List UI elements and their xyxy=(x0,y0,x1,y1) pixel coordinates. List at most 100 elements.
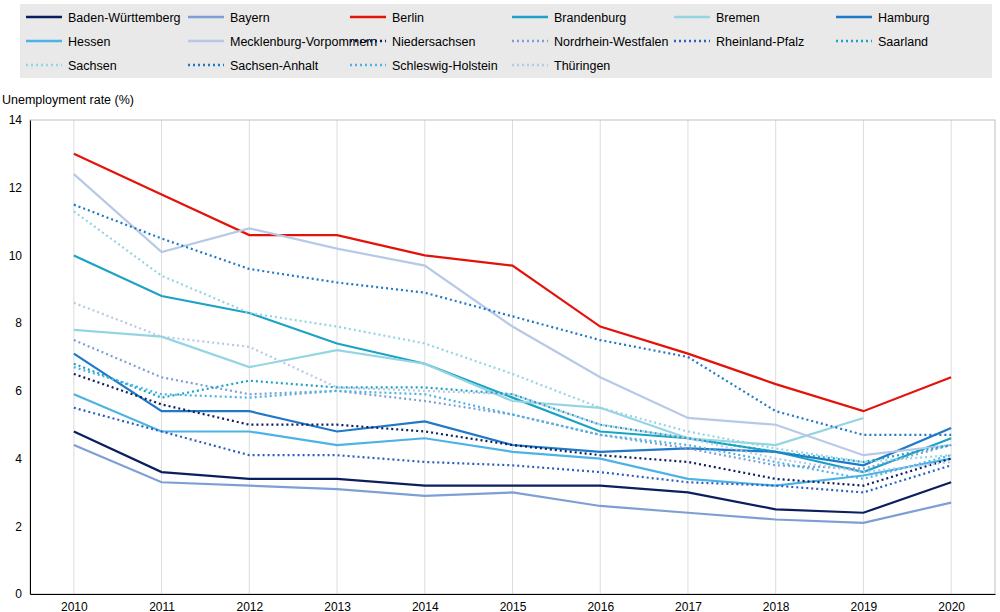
y-tick-label: 6 xyxy=(15,384,22,398)
grid-line xyxy=(951,120,952,594)
y-tick-label: 10 xyxy=(9,249,23,263)
y-tick-label: 14 xyxy=(9,113,23,127)
x-tick-label: 2015 xyxy=(500,600,527,612)
series-lines xyxy=(74,154,951,523)
legend-label: Nordrhein-Westfalen xyxy=(554,35,668,49)
legend-item: Brandenburg xyxy=(512,11,626,25)
legend: Baden-Württemberg Bayern Berlin Brandenburg… xyxy=(20,4,992,78)
legend-swatch xyxy=(512,40,548,43)
y-tick-label: 0 xyxy=(15,587,22,601)
legend-item: Saarland xyxy=(836,35,928,49)
legend-item: Sachsen xyxy=(26,59,117,73)
x-tick: 2017 xyxy=(675,594,702,612)
legend-swatch xyxy=(512,16,548,19)
x-tick-label: 2016 xyxy=(587,600,614,612)
x-tick: 2020 xyxy=(938,594,965,612)
x-tick: 2016 xyxy=(587,594,614,612)
grid-line xyxy=(73,120,74,594)
x-tick-label: 2017 xyxy=(675,600,702,612)
legend-label: Saarland xyxy=(878,35,928,49)
legend-label: Rheinland-Pfalz xyxy=(716,35,804,49)
grid-line xyxy=(600,120,601,594)
y-tick: 6 xyxy=(15,384,30,398)
y-tick: 12 xyxy=(9,181,30,195)
plot-frame xyxy=(30,120,995,594)
legend-label: Bayern xyxy=(230,11,270,25)
y-axis: 0 2 4 6 8 10 12 14 xyxy=(9,113,31,601)
x-tick-label: 2013 xyxy=(324,600,351,612)
legend-swatch xyxy=(350,16,386,19)
legend-label: Schleswig-Holstein xyxy=(392,59,498,73)
legend-swatch xyxy=(674,16,710,19)
y-axis-line xyxy=(30,121,31,595)
legend-swatch xyxy=(674,40,710,43)
grid-line xyxy=(249,120,250,594)
series-line xyxy=(74,374,951,486)
series-line xyxy=(74,211,951,462)
x-tick: 2014 xyxy=(412,594,439,612)
x-tick: 2018 xyxy=(763,594,790,612)
legend-label: Niedersachsen xyxy=(392,35,475,49)
series-line xyxy=(74,205,951,435)
x-tick: 2019 xyxy=(851,594,878,612)
x-axis-line xyxy=(31,594,996,595)
legend-label: Thüringen xyxy=(554,59,610,73)
y-axis-title: Unemployment rate (%) xyxy=(2,93,134,107)
legend-label: Hamburg xyxy=(878,11,929,25)
legend-label: Bremen xyxy=(716,11,760,25)
legend-swatch xyxy=(26,64,62,67)
legend-item: Hamburg xyxy=(836,11,929,25)
legend-label: Hessen xyxy=(68,35,110,49)
x-tick-label: 2019 xyxy=(851,600,878,612)
x-tick: 2013 xyxy=(324,594,351,612)
series-line xyxy=(74,330,864,445)
legend-swatch xyxy=(188,40,224,43)
legend-item: Schleswig-Holstein xyxy=(350,59,498,73)
x-tick: 2015 xyxy=(500,594,527,612)
legend-label: Sachsen xyxy=(68,59,117,73)
x-tick: 2012 xyxy=(236,594,263,612)
legend-label: Baden-Württemberg xyxy=(68,11,181,25)
x-tick-label: 2012 xyxy=(236,600,263,612)
x-tick-label: 2014 xyxy=(412,600,439,612)
x-tick: 2010 xyxy=(61,594,88,612)
grid-line xyxy=(775,120,776,594)
series-line xyxy=(74,303,951,472)
y-tick: 2 xyxy=(15,520,30,534)
legend-item: Hessen xyxy=(26,35,110,49)
legend-label: Brandenburg xyxy=(554,11,626,25)
chart: Baden-Württemberg Bayern Berlin Brandenburg… xyxy=(0,0,1000,612)
x-tick: 2011 xyxy=(149,594,175,612)
x-tick-label: 2020 xyxy=(938,600,965,612)
y-tick-label: 12 xyxy=(9,181,23,195)
legend-item: Nordrhein-Westfalen xyxy=(512,35,668,49)
x-tick-label: 2011 xyxy=(149,600,175,612)
grid-line xyxy=(337,120,338,594)
y-tick: 8 xyxy=(15,316,30,330)
series-line xyxy=(74,364,951,462)
grid-line xyxy=(161,120,162,594)
series-line xyxy=(74,174,951,455)
y-tick-label: 4 xyxy=(15,452,22,466)
legend-swatch xyxy=(188,16,224,19)
legend-swatch xyxy=(836,40,872,43)
x-tick-label: 2018 xyxy=(763,600,790,612)
legend-swatch xyxy=(188,64,224,67)
series-line xyxy=(74,367,951,479)
legend-item: Thüringen xyxy=(512,59,610,73)
y-tick: 14 xyxy=(9,113,30,127)
legend-item: Baden-Württemberg xyxy=(26,11,181,25)
legend-item: Bayern xyxy=(188,11,270,25)
legend-label: Berlin xyxy=(392,11,424,25)
grid xyxy=(74,120,951,594)
y-tick: 0 xyxy=(15,587,30,601)
legend-label: Sachsen-Anhalt xyxy=(230,59,319,73)
grid-line xyxy=(512,120,513,594)
legend-item: Sachsen-Anhalt xyxy=(188,59,319,73)
legend-swatch xyxy=(350,40,386,43)
y-tick-label: 8 xyxy=(15,316,22,330)
y-tick: 10 xyxy=(9,249,30,263)
legend-item: Bremen xyxy=(674,11,760,25)
y-tick-label: 2 xyxy=(15,520,22,534)
legend-item: Niedersachsen xyxy=(350,35,475,49)
